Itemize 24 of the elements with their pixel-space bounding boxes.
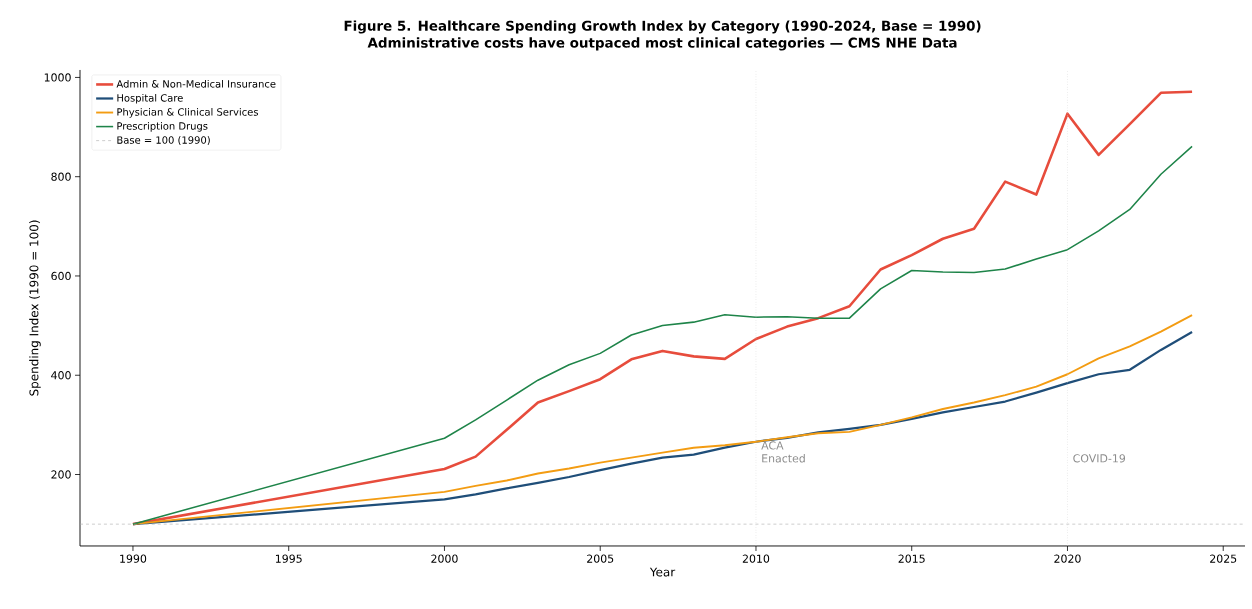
x-tick-label: 1995 — [275, 554, 302, 563]
chart-subtitle: Administrative costs have outpaced most clinical categories — CMS NHE Data — [367, 37, 957, 51]
y-axis-title: Spending Index (1990 = 100) — [29, 220, 41, 396]
y-tick-label: 800 — [51, 172, 71, 181]
ref-line-label: COVID-19 — [1073, 454, 1126, 463]
x-tick-label: 2020 — [1054, 554, 1081, 563]
x-tick-label: 1990 — [120, 554, 147, 563]
legend-label: Prescription Drugs — [117, 122, 208, 132]
x-tick-label: 2015 — [898, 554, 925, 563]
legend-label: Admin & Non-Medical Insurance — [116, 79, 276, 88]
y-tick-label: 600 — [51, 271, 71, 281]
x-tick-label: 2000 — [431, 554, 458, 563]
y-tick-label: 400 — [51, 371, 71, 380]
chart-title: Figure 5. Healthcare Spending Growth Index by Category (1990-2024, Base = 1990) — [344, 20, 981, 34]
x-tick-label: 2010 — [742, 554, 770, 563]
y-tick-label: 1000 — [44, 73, 71, 82]
x-axis-title: Year — [649, 567, 676, 577]
legend-label: Physician & Clinical Services — [117, 108, 259, 118]
x-tick-label: 2005 — [587, 554, 614, 563]
x-tick-label: 2025 — [1210, 554, 1237, 563]
legend-label: Hospital Care — [117, 93, 183, 104]
legend-label: Base = 100 (1990) — [117, 136, 210, 145]
y-tick-label: 200 — [51, 470, 71, 479]
ref-line-label: ACA Enacted — [761, 441, 805, 463]
